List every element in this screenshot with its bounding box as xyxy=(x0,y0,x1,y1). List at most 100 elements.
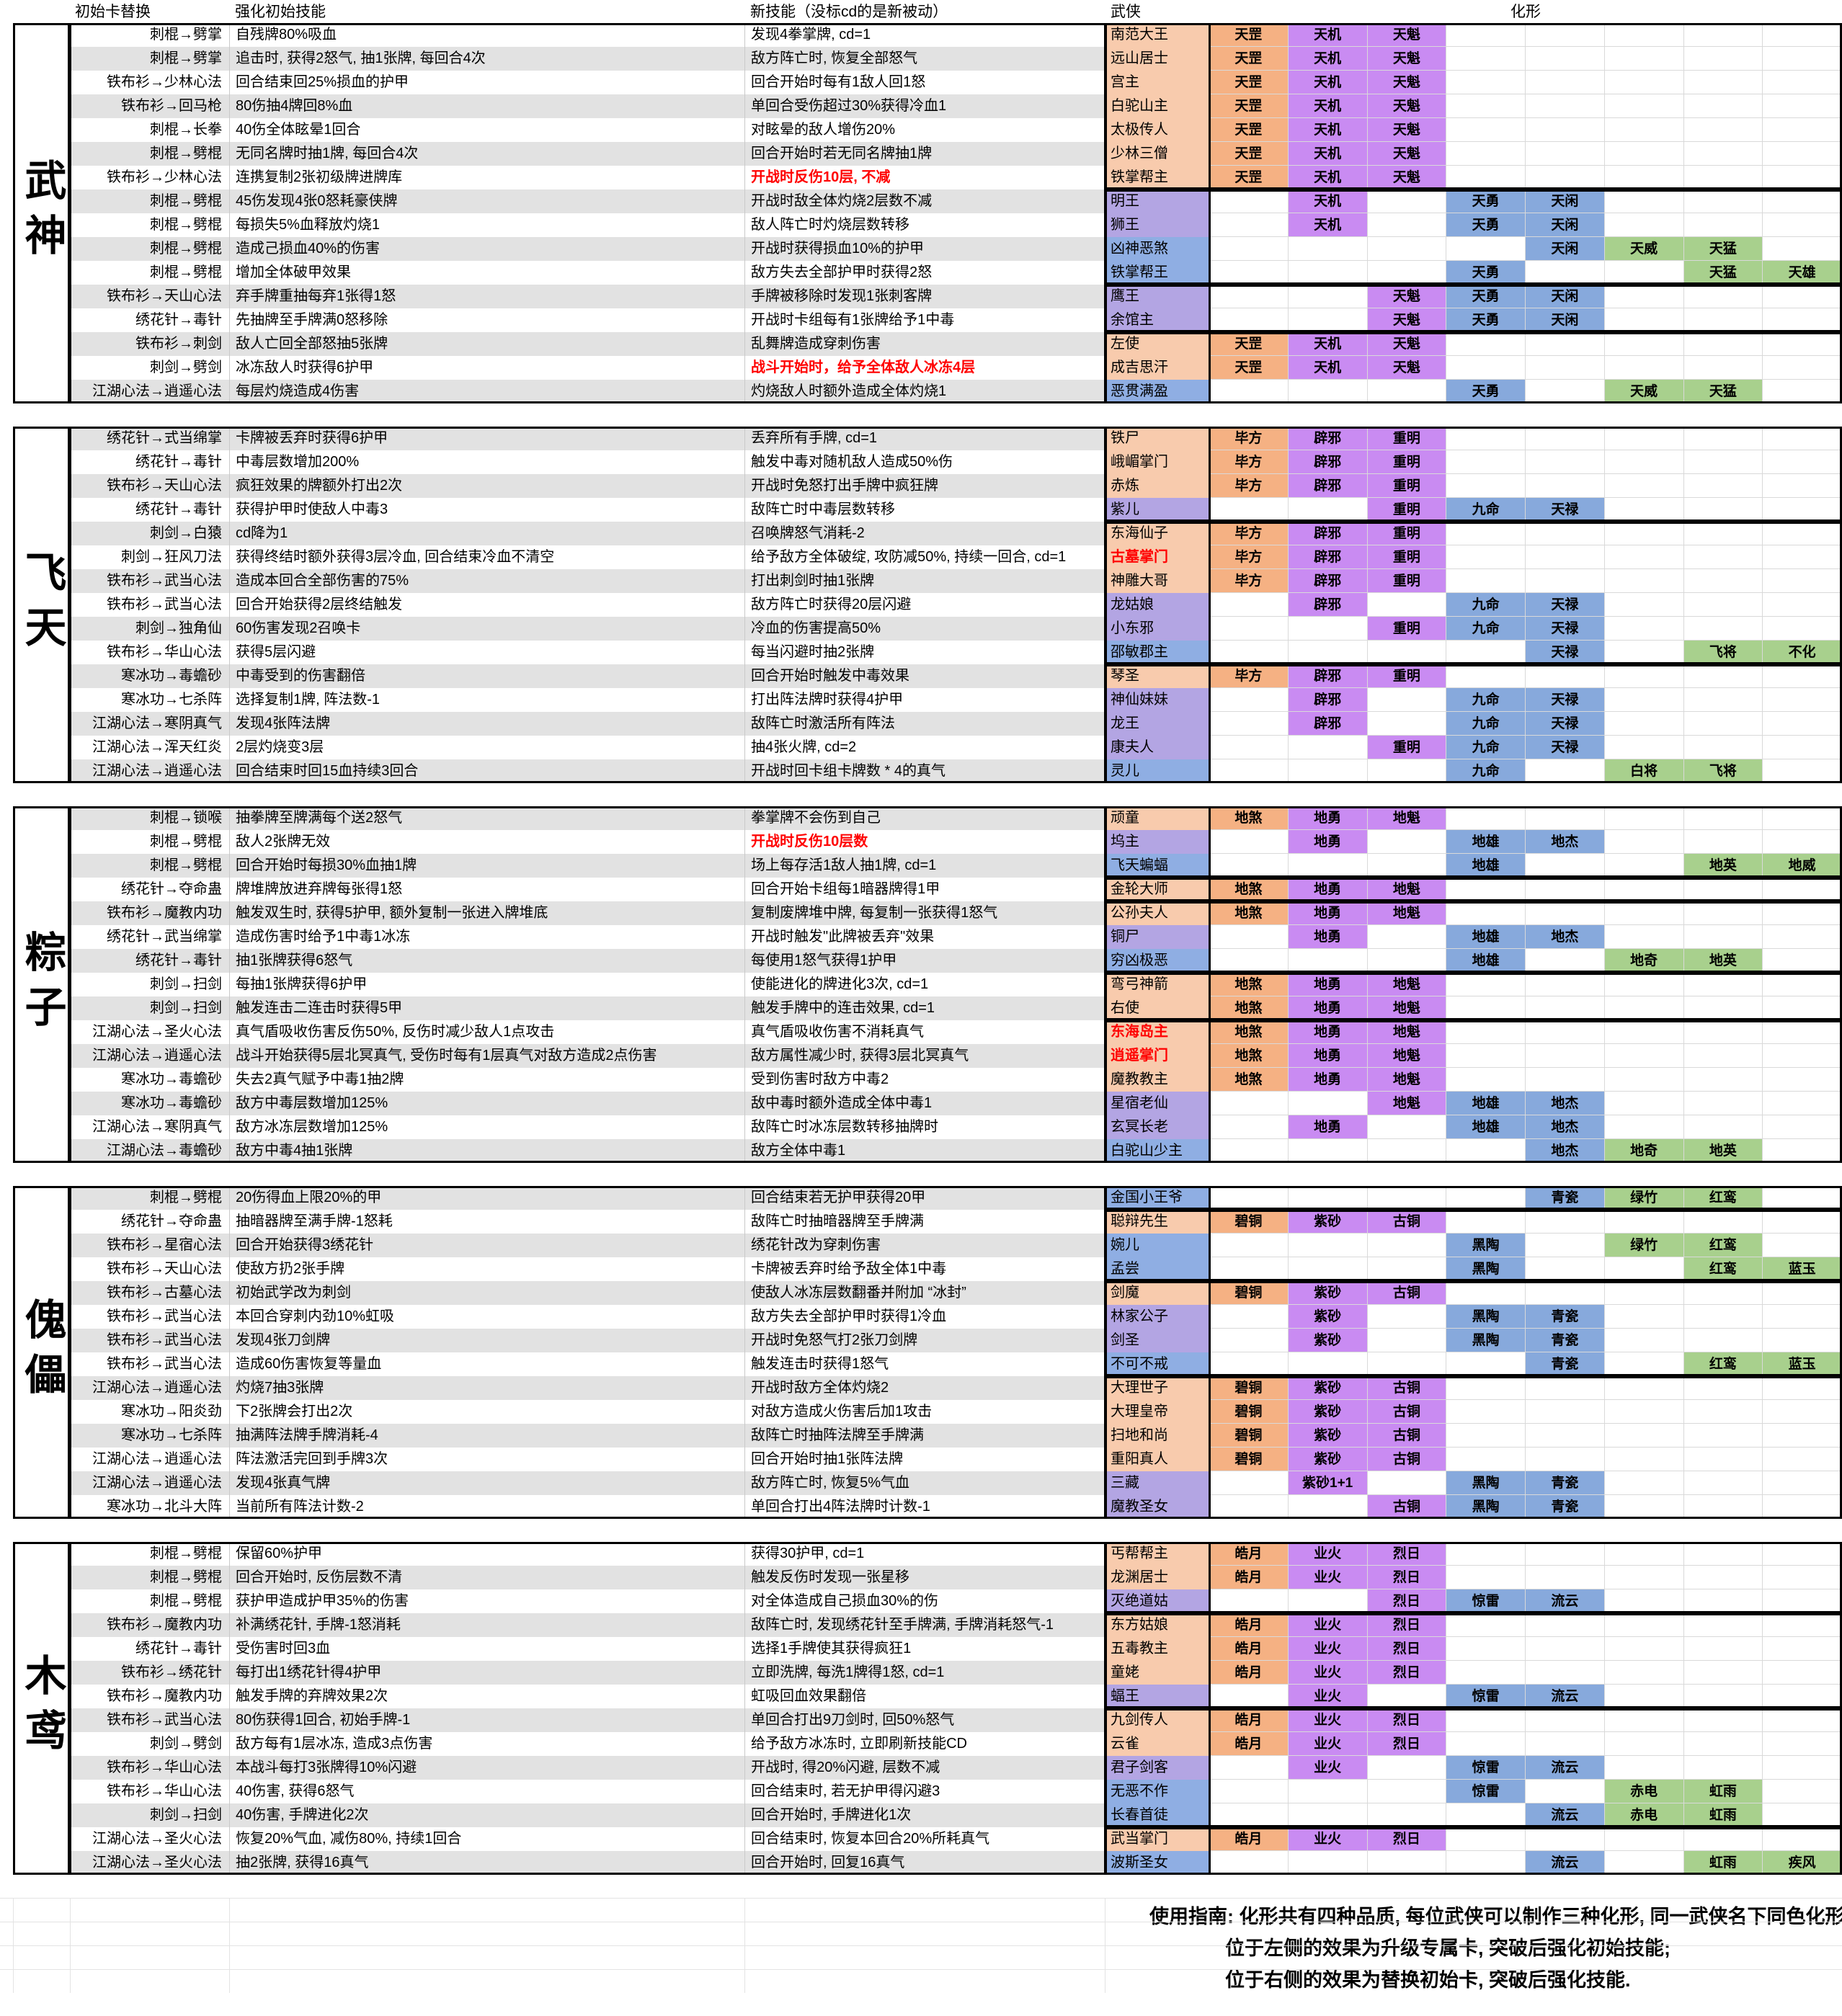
cell-initial-replace[interactable]: 寒冰功→七杀阵 xyxy=(70,1424,229,1448)
transform-empty-cell[interactable] xyxy=(1367,1756,1447,1780)
cell-transform[interactable]: 烈日 xyxy=(1367,1542,1447,1566)
cell-transform[interactable]: 地雄 xyxy=(1446,1115,1526,1139)
cell-initial-replace[interactable]: 寒冰功→七杀阵 xyxy=(70,688,229,712)
cell-enhanced-skill[interactable]: 本回合穿刺内劲10%虹吸 xyxy=(229,1305,744,1329)
transform-empty-cell[interactable] xyxy=(1526,1068,1605,1092)
transform-empty-cell[interactable] xyxy=(1446,1044,1526,1068)
transform-empty-cell[interactable] xyxy=(1683,213,1763,237)
transform-empty-cell[interactable] xyxy=(1446,1068,1526,1092)
cell-new-skill[interactable]: 开战时免怒打出手牌中疯狂牌 xyxy=(744,474,1105,498)
cell-transform[interactable]: 天雄 xyxy=(1763,261,1842,285)
transform-empty-cell[interactable] xyxy=(1288,1780,1368,1803)
transform-empty-cell[interactable] xyxy=(1446,427,1526,450)
transform-empty-cell[interactable] xyxy=(1526,1020,1605,1044)
cell-enhanced-skill[interactable]: 每层灼烧造成4伤害 xyxy=(229,380,744,403)
cell-transform[interactable]: 地魁 xyxy=(1367,1092,1447,1115)
cell-transform[interactable]: 业火 xyxy=(1288,1827,1368,1851)
cell-transform[interactable]: 业火 xyxy=(1288,1542,1368,1566)
transform-empty-cell[interactable] xyxy=(1446,1803,1526,1827)
cell-transform[interactable]: 烈日 xyxy=(1367,1661,1447,1685)
cell-new-skill[interactable]: 给予敌方全体破绽, 攻防减50%, 持续一回合, cd=1 xyxy=(744,545,1105,569)
cell-transform[interactable]: 天魁 xyxy=(1367,142,1447,166)
transform-empty-cell[interactable] xyxy=(1446,332,1526,356)
cell-enhanced-skill[interactable]: 自残牌80%吸血 xyxy=(229,23,744,47)
cell-transform[interactable]: 天罡 xyxy=(1209,71,1289,94)
cell-transform[interactable]: 地煞 xyxy=(1209,1020,1289,1044)
transform-empty-cell[interactable] xyxy=(1604,996,1684,1020)
transform-empty-cell[interactable] xyxy=(1367,925,1447,949)
cell-transform[interactable]: 地雄 xyxy=(1446,949,1526,973)
cell-new-skill[interactable]: 回合结束若无护甲获得20甲 xyxy=(744,1186,1105,1210)
transform-empty-cell[interactable] xyxy=(1209,1756,1289,1780)
cell-transform[interactable]: 黑陶 xyxy=(1446,1495,1526,1519)
cell-transform[interactable]: 重明 xyxy=(1367,545,1447,569)
cell-transform[interactable]: 碧铜 xyxy=(1209,1400,1289,1424)
transform-empty-cell[interactable] xyxy=(1683,450,1763,474)
transform-empty-cell[interactable] xyxy=(1209,641,1289,664)
cell-transform[interactable]: 辟邪 xyxy=(1288,593,1368,617)
transform-empty-cell[interactable] xyxy=(1604,1827,1684,1851)
transform-empty-cell[interactable] xyxy=(1763,332,1842,356)
transform-empty-cell[interactable] xyxy=(1763,1020,1842,1044)
transform-empty-cell[interactable] xyxy=(1209,285,1289,308)
cell-transform[interactable]: 青瓷 xyxy=(1526,1495,1605,1519)
transform-empty-cell[interactable] xyxy=(1604,1708,1684,1732)
transform-empty-cell[interactable] xyxy=(1446,901,1526,925)
cell-transform[interactable]: 红鸾 xyxy=(1683,1352,1763,1376)
cell-enhanced-skill[interactable]: 抽满阵法牌手牌消耗-4 xyxy=(229,1424,744,1448)
transform-empty-cell[interactable] xyxy=(1209,1139,1289,1163)
transform-empty-cell[interactable] xyxy=(1604,450,1684,474)
cell-transform[interactable]: 天机 xyxy=(1288,94,1368,118)
transform-empty-cell[interactable] xyxy=(1604,1068,1684,1092)
cell-initial-replace[interactable]: 铁布衫→武当心法 xyxy=(70,1305,229,1329)
cell-hero[interactable]: 三藏 xyxy=(1105,1471,1209,1495)
transform-empty-cell[interactable] xyxy=(1683,118,1763,142)
cell-transform[interactable]: 天闲 xyxy=(1526,308,1605,332)
cell-initial-replace[interactable]: 江湖心法→逍遥心法 xyxy=(70,759,229,783)
cell-transform[interactable]: 青瓷 xyxy=(1526,1352,1605,1376)
cell-initial-replace[interactable]: 铁布衫→少林心法 xyxy=(70,166,229,189)
transform-empty-cell[interactable] xyxy=(1683,498,1763,522)
cell-new-skill[interactable]: 开战时获得损血10%的护甲 xyxy=(744,237,1105,261)
transform-empty-cell[interactable] xyxy=(1288,1352,1368,1376)
cell-initial-replace[interactable]: 绣花针→毒针 xyxy=(70,308,229,332)
cell-initial-replace[interactable]: 铁布衫→天山心法 xyxy=(70,285,229,308)
transform-empty-cell[interactable] xyxy=(1604,1092,1684,1115)
transform-empty-cell[interactable] xyxy=(1446,522,1526,545)
cell-transform[interactable]: 古铜 xyxy=(1367,1400,1447,1424)
cell-hero[interactable]: 魔教圣女 xyxy=(1105,1495,1209,1519)
transform-empty-cell[interactable] xyxy=(1683,71,1763,94)
cell-transform[interactable]: 地勇 xyxy=(1288,1044,1368,1068)
cell-new-skill[interactable]: 开战时卡组每有1张牌给予1中毒 xyxy=(744,308,1105,332)
transform-empty-cell[interactable] xyxy=(1526,166,1605,189)
transform-empty-cell[interactable] xyxy=(1763,1732,1842,1756)
cell-transform[interactable]: 重明 xyxy=(1367,427,1447,450)
cell-initial-replace[interactable]: 铁布衫→华山心法 xyxy=(70,1780,229,1803)
transform-empty-cell[interactable] xyxy=(1526,901,1605,925)
cell-transform[interactable]: 流云 xyxy=(1526,1803,1605,1827)
transform-empty-cell[interactable] xyxy=(1209,1352,1289,1376)
cell-initial-replace[interactable]: 铁布衫→华山心法 xyxy=(70,1756,229,1780)
transform-empty-cell[interactable] xyxy=(1209,1851,1289,1875)
transform-empty-cell[interactable] xyxy=(1604,545,1684,569)
cell-enhanced-skill[interactable]: 选择复制1牌, 阵法数-1 xyxy=(229,688,744,712)
cell-transform[interactable]: 蓝玉 xyxy=(1763,1352,1842,1376)
cell-initial-replace[interactable]: 刺棍→劈棍 xyxy=(70,830,229,854)
transform-empty-cell[interactable] xyxy=(1604,617,1684,641)
transform-empty-cell[interactable] xyxy=(1526,1566,1605,1589)
cell-transform[interactable]: 流云 xyxy=(1526,1685,1605,1708)
cell-transform[interactable]: 碧铜 xyxy=(1209,1210,1289,1234)
cell-enhanced-skill[interactable]: 发现4张刀剑牌 xyxy=(229,1329,744,1352)
transform-empty-cell[interactable] xyxy=(1683,569,1763,593)
cell-initial-replace[interactable]: 铁布衫→武当心法 xyxy=(70,1708,229,1732)
transform-empty-cell[interactable] xyxy=(1683,925,1763,949)
transform-empty-cell[interactable] xyxy=(1526,1376,1605,1400)
cell-new-skill[interactable]: 使能进化的牌进化3次, cd=1 xyxy=(744,973,1105,996)
cell-initial-replace[interactable]: 绣花针→毒针 xyxy=(70,1637,229,1661)
transform-empty-cell[interactable] xyxy=(1209,759,1289,783)
transform-empty-cell[interactable] xyxy=(1367,1115,1447,1139)
cell-new-skill[interactable]: 战斗开始时，给予全体敌人冰冻4层 xyxy=(744,356,1105,380)
cell-new-skill[interactable]: 获得30护甲, cd=1 xyxy=(744,1542,1105,1566)
cell-transform[interactable]: 皓月 xyxy=(1209,1613,1289,1637)
cell-initial-replace[interactable]: 江湖心法→浑天红炎 xyxy=(70,736,229,759)
